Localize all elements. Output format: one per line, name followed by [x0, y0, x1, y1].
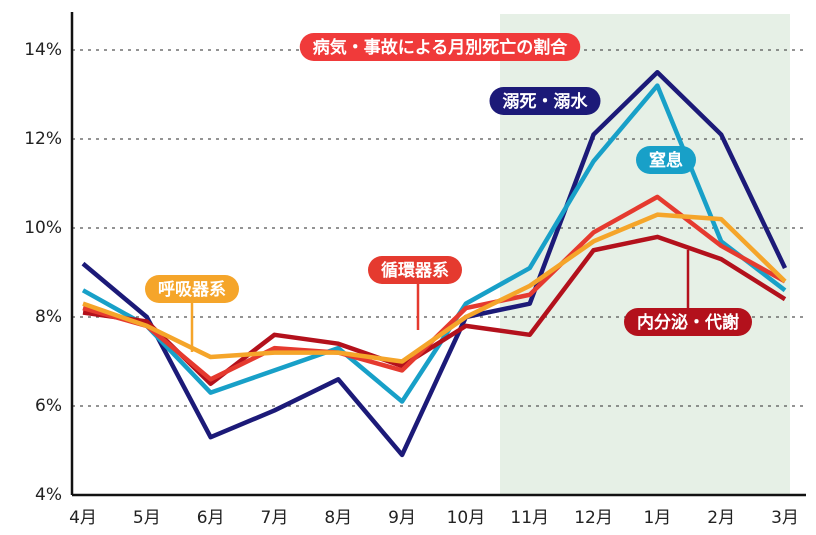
legend-label: 呼吸器系 [145, 275, 239, 303]
legend-label: 循環器系 [368, 256, 462, 284]
series-line [82, 212, 787, 364]
legend-label: 溺死・溺水 [489, 87, 601, 115]
chart-title-bg [299, 33, 581, 61]
x-tick-label: 6月 [197, 508, 225, 528]
legend-label: 窒息 [636, 146, 696, 174]
y-tick-label: 10% [24, 218, 62, 238]
legend-label-text: 窒息 [649, 150, 683, 171]
legend-label-bg [489, 87, 601, 115]
x-tick-label: 3月 [771, 508, 799, 528]
x-tick-label: 8月 [324, 508, 352, 528]
legend-label-text: 溺死・溺水 [503, 91, 589, 112]
chart-title-text: 病気・事故による月別死亡の割合 [313, 37, 568, 58]
series-line [81, 83, 787, 404]
chart-title: 病気・事故による月別死亡の割合 [299, 33, 581, 61]
y-tick-label: 8% [35, 307, 62, 327]
x-tick-label: 1月 [643, 508, 671, 528]
legend-label-bg [636, 146, 696, 174]
x-tick-label: 7月 [261, 508, 289, 528]
y-tick-label: 12% [24, 129, 62, 149]
y-tick-label: 14% [24, 40, 62, 60]
series-line [82, 234, 787, 386]
x-tick-label: 4月 [69, 508, 97, 528]
legend-label-bg [624, 308, 752, 336]
x-tick-label: 9月 [388, 508, 416, 528]
x-tick-label: 2月 [707, 508, 735, 528]
legend-label-text: 循環器系 [381, 260, 449, 281]
legend-label-text: 内分泌・代謝 [637, 312, 739, 333]
x-tick-label: 5月 [133, 508, 161, 528]
series-line [81, 70, 788, 458]
legend-label: 内分泌・代謝 [624, 308, 752, 336]
legend-label-bg [145, 275, 239, 303]
y-tick-label: 4% [35, 485, 62, 505]
x-tick-label: 12月 [574, 508, 613, 528]
y-tick-label: 6% [35, 396, 62, 416]
legend-label-bg [368, 256, 462, 284]
x-tick-label: 10月 [447, 508, 486, 528]
x-tick-label: 11月 [510, 508, 549, 528]
legend-label-text: 呼吸器系 [158, 280, 226, 300]
